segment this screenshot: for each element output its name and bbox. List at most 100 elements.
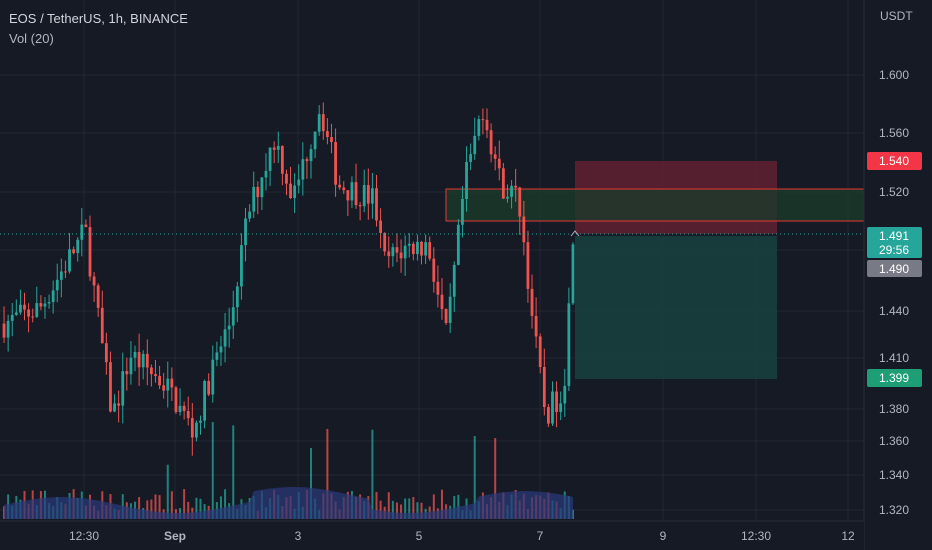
candle-body [240, 245, 243, 287]
price-tick-label: 1.360 [879, 434, 909, 448]
candle-body [559, 403, 563, 412]
candlestick-series [2, 102, 575, 456]
candle-body [149, 367, 153, 375]
candle-body [125, 371, 129, 375]
volume-bar [170, 491, 173, 519]
candle-body [321, 114, 325, 132]
candle-body [145, 353, 149, 368]
candle-body [199, 420, 202, 423]
candle-body [190, 418, 194, 438]
time-tick-label: 12:30 [69, 529, 99, 543]
take-profit-zone[interactable] [575, 236, 777, 379]
candle-body [358, 205, 362, 207]
candle-body [563, 385, 567, 404]
candle-body [497, 158, 501, 169]
candle-body [526, 242, 530, 289]
candle-body [346, 190, 350, 201]
volume-bar [166, 464, 169, 519]
candle-body [440, 294, 444, 310]
time-axis-ticks: 12:30 Sep 3 5 7 9 12:30 12 [69, 529, 855, 543]
candle-body [534, 315, 538, 337]
volume-bar [391, 500, 394, 519]
volume-bar [146, 500, 149, 519]
candle-body [444, 309, 448, 323]
volume-indicator-label[interactable]: Vol (20) [9, 31, 54, 46]
candle-body [227, 325, 231, 330]
candle-body [285, 173, 288, 184]
candle-body [555, 391, 558, 412]
candle-body [141, 353, 145, 368]
candle-body [76, 239, 80, 254]
volume-bar [453, 495, 456, 519]
candle-body [68, 249, 71, 272]
candle-body [325, 131, 329, 138]
volume-bar [416, 502, 419, 519]
volume-bar [387, 492, 390, 519]
candle-body [551, 391, 554, 424]
volume-bar [420, 502, 423, 519]
position-tool[interactable] [445, 161, 865, 379]
candle-body [137, 351, 141, 368]
candle-body [2, 323, 6, 338]
candle-body [485, 119, 489, 131]
time-tick-label: 12:30 [741, 529, 771, 543]
candle-body [186, 411, 190, 419]
candle-body [117, 403, 121, 406]
candle-body [297, 179, 301, 186]
price-tick-label: 1.340 [879, 468, 909, 482]
candle-body [84, 224, 88, 228]
candle-body [489, 130, 493, 155]
candle-body [260, 177, 264, 198]
volume-bar [412, 497, 415, 519]
candle-body [235, 286, 239, 308]
volume-bar [404, 498, 407, 519]
take-profit-price-label-text: 1.399 [879, 371, 909, 385]
resistance-zone[interactable] [445, 188, 865, 222]
candle-body [23, 304, 26, 310]
candle-body [289, 183, 292, 199]
volume-bar [158, 495, 161, 519]
candle-body [47, 302, 51, 304]
candle-body [538, 336, 542, 368]
time-tick-label: 5 [416, 529, 423, 543]
candle-body [399, 252, 403, 259]
candle-body [207, 380, 211, 395]
volume-bar [408, 498, 411, 519]
candle-body [39, 303, 43, 307]
candle-body [158, 375, 161, 386]
candle-body [162, 385, 166, 391]
volume-bar [494, 438, 497, 519]
price-tick-label: 1.560 [879, 126, 909, 140]
candle-body [219, 346, 223, 353]
volume-bar [138, 497, 141, 519]
candle-body [14, 312, 18, 315]
candle-body [252, 186, 256, 212]
time-tick-label: Sep [164, 529, 186, 543]
candle-body [436, 281, 440, 295]
candle-body [481, 119, 485, 121]
candle-body [542, 367, 546, 408]
candle-body [211, 359, 215, 395]
candle-body [546, 407, 550, 424]
last-price-label [867, 227, 922, 258]
candle-body [493, 154, 497, 159]
candle-body [330, 137, 333, 143]
candle-body [301, 159, 305, 180]
candle-body [19, 304, 22, 313]
candle-body [6, 320, 10, 338]
candle-body [215, 352, 219, 360]
currency-label: USDT [880, 9, 913, 23]
candle-body [178, 405, 182, 412]
symbol-title[interactable]: EOS / TetherUS, 1h, BINANCE [9, 11, 188, 26]
time-axis-panel[interactable] [0, 521, 864, 550]
candle-body [92, 276, 96, 286]
chart-legend: EOS / TetherUS, 1h, BINANCE Vol (20) [9, 9, 188, 49]
candle-body [313, 131, 317, 150]
candle-body [416, 241, 419, 255]
volume-bar [440, 489, 443, 519]
price-tick-label: 1.440 [879, 304, 909, 318]
candle-body [473, 135, 477, 155]
